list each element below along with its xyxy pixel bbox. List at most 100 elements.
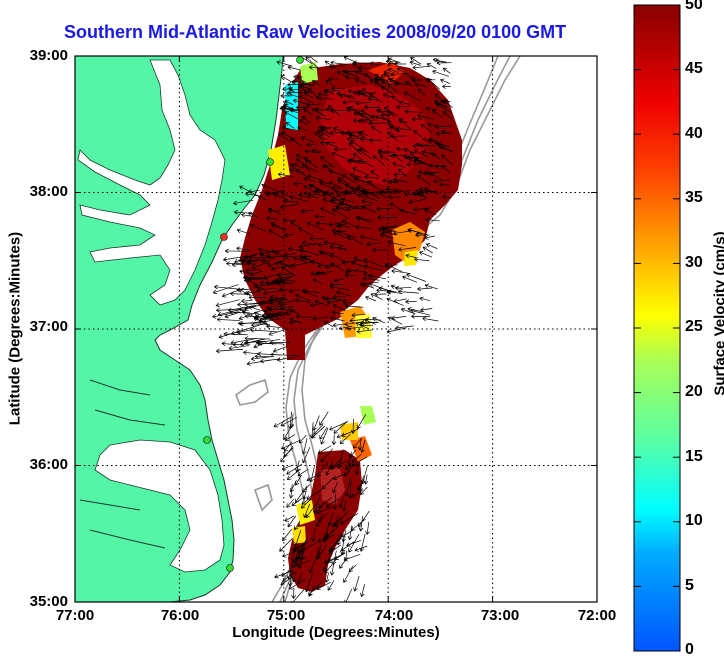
velocity-arrow <box>338 177 348 184</box>
velocity-arrow <box>424 77 436 83</box>
velocity-arrow <box>354 545 368 552</box>
velocity-arrow <box>369 61 382 67</box>
velocity-arrow <box>320 156 335 169</box>
velocity-arrow <box>243 350 261 356</box>
axis-ticks <box>74 55 598 603</box>
velocity-arrow <box>424 235 435 240</box>
velocity-arrow <box>286 463 303 475</box>
velocity-arrow <box>320 448 334 463</box>
velocity-arrow <box>292 98 310 106</box>
velocity-arrow <box>261 183 281 193</box>
velocity-arrow <box>333 126 349 135</box>
velocity-arrow <box>425 106 437 112</box>
velocity-arrow <box>434 100 447 108</box>
velocity-arrow <box>406 273 427 282</box>
velocity-arrow <box>316 502 324 514</box>
velocity-arrow <box>442 67 451 74</box>
velocity-arrow <box>288 579 306 590</box>
colorbar-tick-label: 15 <box>685 448 703 465</box>
velocity-arrow <box>226 261 244 266</box>
velocity-arrow <box>268 328 288 336</box>
y-tick-label: 36:00 <box>29 456 68 473</box>
velocity-arrow <box>216 317 240 322</box>
velocity-arrow <box>363 189 377 196</box>
colorbar-tick-label: 0 <box>685 641 694 658</box>
velocity-arrow <box>308 559 316 574</box>
velocity-arrow <box>255 339 281 345</box>
velocity-arrow <box>279 106 294 112</box>
velocity-arrow <box>335 223 348 228</box>
velocity-arrow <box>427 78 441 90</box>
velocity-arrow <box>243 277 264 283</box>
velocity-arrow <box>416 231 428 237</box>
velocity-arrow <box>336 433 348 439</box>
velocity-arrow <box>403 91 420 101</box>
velocity-arrow <box>432 57 445 63</box>
velocity-arrow <box>405 253 417 259</box>
colorbar-tick-label: 35 <box>685 189 703 206</box>
velocity-arrow <box>312 415 320 431</box>
velocity-arrow <box>357 185 367 191</box>
velocity-arrow <box>399 208 416 215</box>
velocity-arrow <box>301 438 308 455</box>
velocity-arrow <box>340 201 353 208</box>
velocity-arrow <box>330 60 348 66</box>
velocity-arrow <box>278 133 292 142</box>
velocity-arrow <box>383 72 395 83</box>
velocity-arrow <box>377 214 398 220</box>
velocity-arrow <box>306 475 317 482</box>
velocity-arrow <box>295 293 312 302</box>
velocity-arrow <box>333 420 348 434</box>
velocity-arrow <box>303 503 311 518</box>
velocity-arrow <box>311 108 326 117</box>
velocity-arrow <box>329 421 348 431</box>
velocity-arrow <box>250 356 272 362</box>
velocity-arrow <box>392 177 408 183</box>
velocity-arrow <box>374 291 387 297</box>
velocity-arrow <box>336 290 352 297</box>
velocity-arrow <box>292 571 297 583</box>
velocity-arrow <box>287 515 297 528</box>
velocity-arrow <box>311 425 326 439</box>
velocity-arrow <box>307 221 324 231</box>
velocity-arrow <box>316 545 327 560</box>
velocity-arrow <box>407 307 423 313</box>
velocity-arrow <box>427 122 437 128</box>
velocity-arrow <box>227 305 256 313</box>
velocity-arrow <box>299 119 308 125</box>
velocity-arrow <box>409 60 421 66</box>
velocity-arrow <box>317 512 329 523</box>
velocity-arrow <box>376 108 395 114</box>
velocity-arrow <box>336 71 347 77</box>
velocity-arrow <box>270 299 285 305</box>
velocity-arrow <box>340 541 355 552</box>
velocity-arrow <box>248 295 267 300</box>
velocity-arrow <box>248 255 276 261</box>
velocity-arrow <box>411 313 430 319</box>
velocity-arrow <box>251 322 268 328</box>
velocity-arrow <box>419 296 431 302</box>
velocity-arrow <box>388 67 399 73</box>
velocity-arrow <box>332 294 347 300</box>
velocity-arrow <box>420 307 433 312</box>
grid-lines <box>75 56 597 602</box>
velocity-arrow <box>329 244 347 250</box>
velocity-arrow <box>327 105 340 116</box>
velocity-arrow <box>352 167 369 176</box>
velocity-arrow <box>417 286 433 292</box>
velocity-arrow <box>315 513 323 528</box>
velocity-arrow <box>351 453 362 463</box>
colorbar-tick-label: 45 <box>685 60 703 77</box>
velocity-arrow <box>392 153 403 162</box>
velocity-arrow <box>325 79 336 88</box>
velocity-arrow <box>293 181 303 187</box>
velocity-arrow <box>236 246 252 252</box>
velocity-arrow <box>312 278 323 284</box>
velocity-arrow <box>355 215 373 222</box>
velocity-arrow <box>288 484 294 499</box>
velocity-arrow <box>391 315 407 321</box>
velocity-arrow <box>417 88 426 96</box>
velocity-arrow <box>301 288 321 294</box>
velocity-arrow <box>411 116 423 122</box>
velocity-arrow <box>288 86 296 94</box>
